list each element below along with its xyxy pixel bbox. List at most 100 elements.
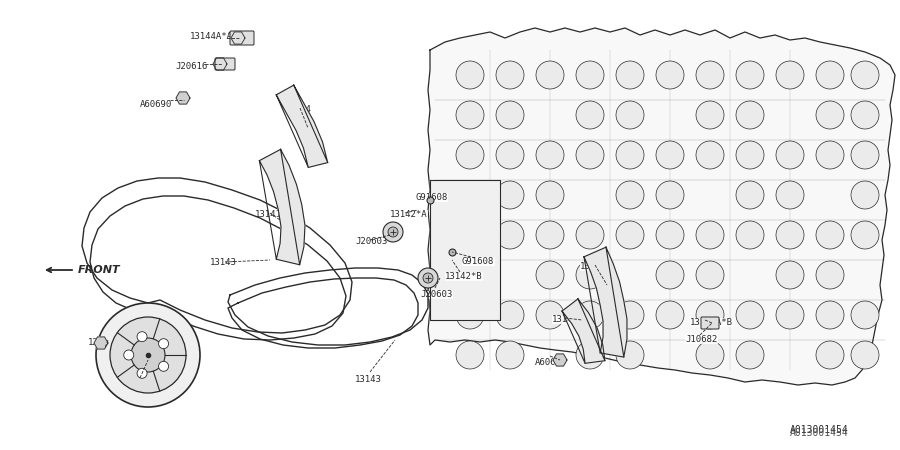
- Circle shape: [736, 341, 764, 369]
- Circle shape: [656, 61, 684, 89]
- Polygon shape: [553, 354, 567, 366]
- Circle shape: [536, 141, 564, 169]
- Text: FRONT: FRONT: [78, 265, 121, 275]
- Text: 13142*B: 13142*B: [445, 272, 482, 281]
- Circle shape: [496, 341, 524, 369]
- Circle shape: [656, 181, 684, 209]
- Circle shape: [576, 61, 604, 89]
- Circle shape: [696, 301, 724, 329]
- Circle shape: [616, 141, 644, 169]
- Circle shape: [456, 221, 484, 249]
- Polygon shape: [176, 92, 190, 104]
- Circle shape: [496, 301, 524, 329]
- Circle shape: [423, 273, 433, 283]
- Circle shape: [696, 61, 724, 89]
- Circle shape: [851, 61, 879, 89]
- FancyBboxPatch shape: [230, 31, 254, 45]
- Text: 13144: 13144: [285, 105, 312, 114]
- Circle shape: [158, 339, 168, 349]
- Circle shape: [137, 368, 147, 378]
- Circle shape: [496, 181, 524, 209]
- Text: 13144A*B: 13144A*B: [690, 318, 733, 327]
- Polygon shape: [213, 58, 227, 70]
- Text: A60690: A60690: [535, 358, 567, 367]
- Circle shape: [131, 338, 165, 372]
- Text: 13141: 13141: [255, 210, 282, 219]
- Circle shape: [456, 61, 484, 89]
- Polygon shape: [276, 85, 328, 167]
- Circle shape: [656, 221, 684, 249]
- Circle shape: [124, 350, 134, 360]
- Text: J20616: J20616: [175, 62, 207, 71]
- Circle shape: [736, 221, 764, 249]
- Circle shape: [816, 261, 844, 289]
- Circle shape: [851, 301, 879, 329]
- Circle shape: [576, 101, 604, 129]
- Circle shape: [536, 221, 564, 249]
- Circle shape: [418, 268, 438, 288]
- Circle shape: [456, 141, 484, 169]
- Circle shape: [496, 101, 524, 129]
- Circle shape: [536, 181, 564, 209]
- Polygon shape: [428, 28, 895, 385]
- Circle shape: [776, 141, 804, 169]
- Text: J20603: J20603: [355, 237, 387, 246]
- Circle shape: [816, 61, 844, 89]
- Circle shape: [158, 361, 168, 371]
- Circle shape: [736, 61, 764, 89]
- FancyBboxPatch shape: [701, 317, 719, 329]
- Circle shape: [816, 101, 844, 129]
- Text: 13143: 13143: [355, 375, 382, 384]
- Text: 13144A*A: 13144A*A: [190, 32, 233, 41]
- Circle shape: [616, 341, 644, 369]
- Circle shape: [776, 261, 804, 289]
- Circle shape: [816, 301, 844, 329]
- Circle shape: [576, 141, 604, 169]
- Circle shape: [576, 221, 604, 249]
- Text: G91608: G91608: [462, 257, 494, 266]
- Circle shape: [383, 222, 403, 242]
- Text: 12305: 12305: [128, 380, 155, 389]
- Circle shape: [851, 181, 879, 209]
- Circle shape: [696, 101, 724, 129]
- Circle shape: [656, 261, 684, 289]
- Circle shape: [96, 303, 200, 407]
- Text: A60690: A60690: [140, 100, 172, 109]
- Circle shape: [736, 301, 764, 329]
- Circle shape: [456, 301, 484, 329]
- Circle shape: [776, 181, 804, 209]
- Text: A013001454: A013001454: [790, 428, 849, 438]
- Text: 12369: 12369: [88, 338, 115, 347]
- Circle shape: [816, 141, 844, 169]
- Text: 13143: 13143: [210, 258, 237, 267]
- Circle shape: [137, 332, 147, 342]
- Circle shape: [576, 301, 604, 329]
- Polygon shape: [259, 149, 305, 265]
- Text: 13141: 13141: [580, 262, 607, 271]
- Circle shape: [851, 221, 879, 249]
- Text: G91608: G91608: [415, 193, 447, 202]
- Circle shape: [616, 61, 644, 89]
- Circle shape: [576, 261, 604, 289]
- Text: 13144: 13144: [552, 315, 579, 324]
- Circle shape: [851, 341, 879, 369]
- Circle shape: [656, 141, 684, 169]
- Circle shape: [656, 301, 684, 329]
- Polygon shape: [231, 32, 245, 44]
- Polygon shape: [94, 337, 108, 349]
- Circle shape: [851, 101, 879, 129]
- Circle shape: [816, 341, 844, 369]
- Circle shape: [496, 221, 524, 249]
- FancyBboxPatch shape: [215, 58, 235, 70]
- Circle shape: [736, 141, 764, 169]
- Circle shape: [456, 101, 484, 129]
- Circle shape: [696, 141, 724, 169]
- Circle shape: [388, 227, 398, 237]
- Circle shape: [776, 61, 804, 89]
- Circle shape: [736, 181, 764, 209]
- Circle shape: [536, 301, 564, 329]
- Circle shape: [576, 341, 604, 369]
- Text: J10682: J10682: [685, 335, 717, 344]
- Text: A013001454: A013001454: [790, 425, 849, 435]
- Circle shape: [816, 221, 844, 249]
